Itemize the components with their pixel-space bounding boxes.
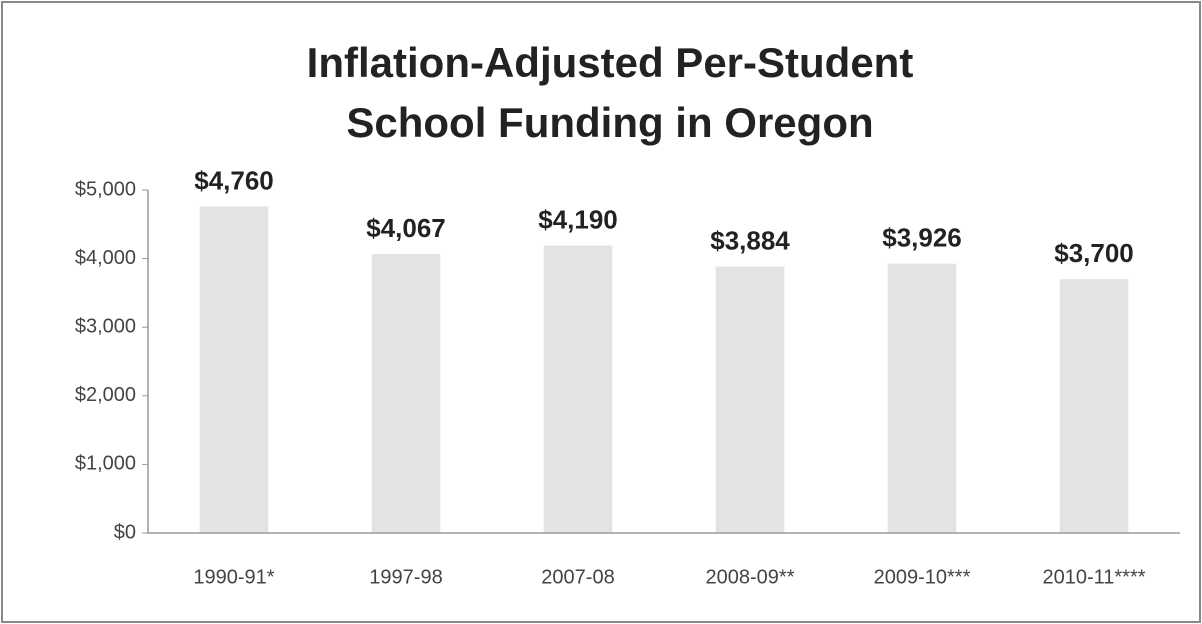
bar [887,263,957,533]
bar [199,206,269,534]
y-tick-label: $4,000 [75,247,136,269]
bar [715,266,785,533]
bar [1059,279,1129,533]
y-tick-label: $0 [114,521,136,543]
x-tick-label: 1990-91* [193,566,274,588]
bar [543,245,613,534]
bar [371,254,441,534]
x-tick-label: 2009-10*** [874,566,971,588]
value-label: $3,700 [1054,238,1134,268]
y-tick-label: $2,000 [75,384,136,406]
y-tick-label: $1,000 [75,453,136,475]
chart-title: School Funding in Oregon [346,99,873,146]
x-tick-label: 1997-98 [369,566,442,588]
x-tick-label: 2010-11**** [1042,566,1145,588]
x-tick-label: 2008-09** [706,566,795,588]
value-label: $4,760 [194,165,274,195]
value-label: $3,926 [882,223,962,253]
y-tick-label: $5,000 [75,178,136,200]
value-label: $4,190 [538,204,618,234]
chart-title: Inflation-Adjusted Per-Student [307,39,914,86]
y-tick-label: $3,000 [75,315,136,337]
value-label: $4,067 [366,213,446,243]
x-tick-label: 2007-08 [541,566,614,588]
value-label: $3,884 [710,225,790,255]
